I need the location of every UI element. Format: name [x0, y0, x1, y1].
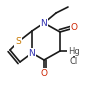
Text: N: N [41, 19, 47, 28]
Text: O: O [70, 23, 78, 32]
Text: Hg: Hg [68, 46, 80, 55]
Text: N: N [29, 48, 35, 58]
Text: Cl: Cl [70, 58, 78, 67]
Text: S: S [15, 38, 21, 46]
Text: O: O [40, 68, 48, 78]
